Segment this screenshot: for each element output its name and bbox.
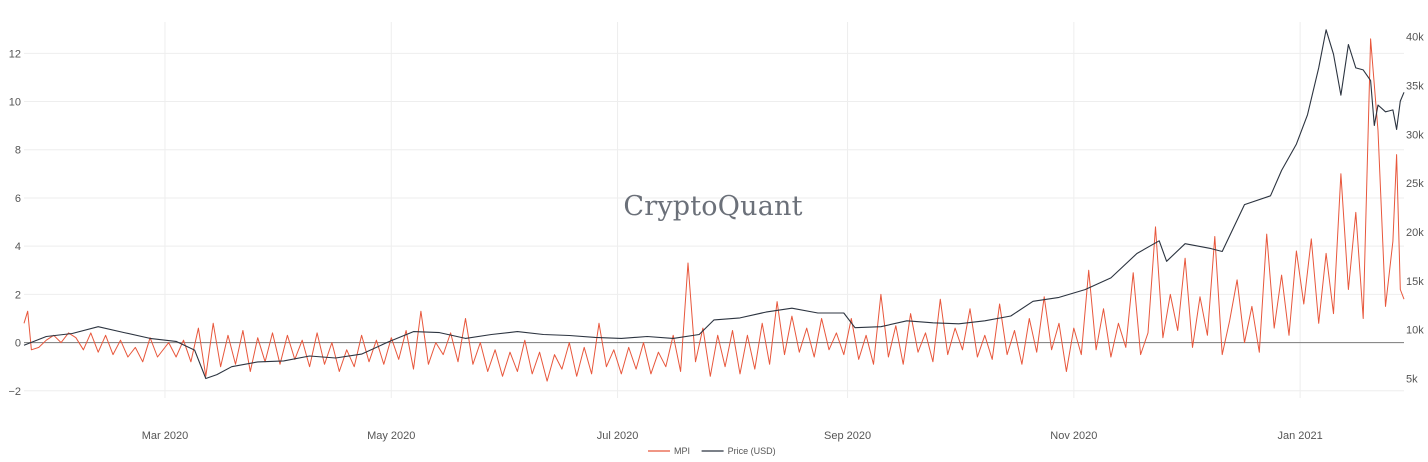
x-tick-label: Mar 2020 xyxy=(142,430,188,442)
legend[interactable]: MPI Price (USD) xyxy=(648,446,776,456)
y-right-tick-label: 25k xyxy=(1406,178,1424,190)
x-tick-label: Jan 2021 xyxy=(1277,430,1322,442)
y-left-tick-label: −2 xyxy=(8,386,21,398)
legend-label: MPI xyxy=(674,446,690,456)
watermark-logo: CryptoQuant xyxy=(623,191,802,222)
y-left-tick-label: 4 xyxy=(15,241,21,253)
grid xyxy=(24,22,1404,398)
y-left-tick-label: 10 xyxy=(9,97,21,109)
legend-label: Price (USD) xyxy=(728,446,776,456)
y-right-tick-label: 20k xyxy=(1406,227,1424,239)
y-left-tick-label: 0 xyxy=(15,338,21,350)
x-tick-label: May 2020 xyxy=(367,430,415,442)
y-axis-left-ticks: −2 0 2 4 6 8 10 12 xyxy=(8,48,21,397)
legend-item-price-usd[interactable]: Price (USD) xyxy=(701,446,776,456)
y-left-tick-label: 6 xyxy=(15,193,21,205)
series-lines xyxy=(23,29,1405,382)
y-left-tick-label: 12 xyxy=(9,48,21,60)
series-line-mpi xyxy=(23,38,1405,382)
x-tick-label: Jul 2020 xyxy=(597,430,639,442)
x-tick-label: Sep 2020 xyxy=(824,430,871,442)
y-right-tick-label: 5k xyxy=(1406,373,1418,385)
y-right-tick-label: 35k xyxy=(1406,80,1424,92)
x-tick-label: Nov 2020 xyxy=(1050,430,1097,442)
series-line-price-usd xyxy=(23,29,1405,380)
x-axis-ticks: Mar 2020 May 2020 Jul 2020 Sep 2020 Nov 2020… xyxy=(142,430,1323,442)
y-axis-right-ticks: 5k 10k 15k 20k 25k 30k 35k 40k xyxy=(1406,32,1424,386)
y-right-tick-label: 40k xyxy=(1406,32,1424,44)
y-left-tick-label: 8 xyxy=(15,145,21,157)
y-left-tick-label: 2 xyxy=(15,289,21,301)
y-right-tick-label: 15k xyxy=(1406,276,1424,288)
y-right-tick-label: 10k xyxy=(1406,325,1424,337)
y-right-tick-label: 30k xyxy=(1406,129,1424,141)
legend-item-mpi[interactable]: MPI xyxy=(648,446,690,456)
